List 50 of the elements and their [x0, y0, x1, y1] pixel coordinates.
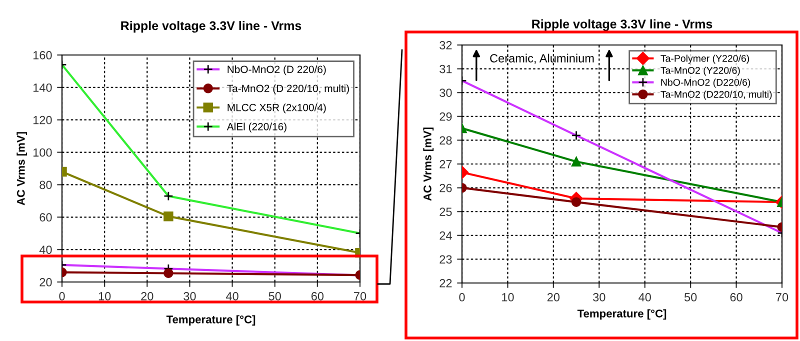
y-tick-label: 23: [440, 255, 452, 264]
x-tick-label: 0: [59, 292, 65, 300]
x-tick-label: 50: [268, 292, 281, 300]
x-tick-label: 60: [311, 292, 324, 300]
y-tick-label: 24: [440, 231, 452, 240]
legend-label: NbO-MnO2 (D220/6): [661, 78, 750, 88]
legend-label: Ta-Polymer (Y220/6): [660, 54, 749, 64]
x-tick-label: 50: [684, 293, 697, 302]
y-tick-label: 30: [440, 88, 452, 97]
y-tick-label: 160: [33, 51, 52, 60]
x-tick-label: 20: [141, 292, 154, 300]
legend-label: Ta-MnO2 (D220/10, multi): [660, 90, 772, 100]
y-tick-label: 22: [440, 279, 452, 288]
x-tick-label: 40: [226, 292, 238, 300]
legend-label: Ta-MnO2 (Y220/6): [660, 66, 740, 76]
x-axis-title: Temperature [°C]: [577, 309, 666, 320]
legend-label: Ta-MnO2 (D 220/10, multi): [227, 84, 349, 94]
y-tick-label: 120: [33, 116, 52, 124]
y-tick-label: 140: [33, 83, 52, 92]
x-tick-label: 30: [593, 293, 606, 302]
y-axis-title: AC Vrms [mV]: [423, 128, 434, 201]
chart-title: Ripple voltage 3.3V line - Vrms: [121, 20, 302, 33]
y-axis-title: AC Vrms [mV]: [16, 132, 28, 206]
y-tick-label: 27: [440, 160, 452, 168]
y-tick-label: 26: [440, 184, 452, 192]
x-tick-label: 10: [98, 292, 111, 300]
y-tick-label: 32: [440, 41, 452, 50]
y-tick-label: 20: [40, 278, 52, 286]
y-tick-label: 100: [33, 148, 52, 157]
legend-label: MLCC X5R (2x100/4): [228, 104, 326, 114]
x-axis-title: Temperature [°C]: [166, 315, 256, 326]
x-tick-label: 60: [730, 293, 742, 302]
y-tick-label: 28: [440, 136, 452, 145]
x-tick-label: 20: [547, 293, 560, 302]
x-tick-label: 70: [354, 292, 366, 300]
y-tick-label: 60: [40, 213, 52, 222]
x-tick-label: 0: [459, 293, 465, 302]
y-tick-label: 29: [440, 112, 452, 121]
x-tick-label: 40: [638, 293, 651, 302]
chart-title: Ripple voltage 3.3V line - Vrms: [532, 19, 712, 31]
y-tick-label: 40: [39, 246, 52, 254]
y-tick-label: 80: [40, 180, 52, 190]
legend-label: NbO-MnO2 (D 220/6): [228, 65, 326, 76]
annotation: Ceramic, Aluminium: [490, 54, 594, 64]
x-tick-label: 70: [776, 293, 788, 302]
x-tick-label: 10: [502, 293, 514, 302]
legend-label: AlEl (220/16): [226, 122, 286, 132]
x-tick-label: 30: [184, 292, 196, 300]
y-tick-label: 25: [440, 208, 452, 216]
y-tick-label: 31: [440, 64, 452, 74]
